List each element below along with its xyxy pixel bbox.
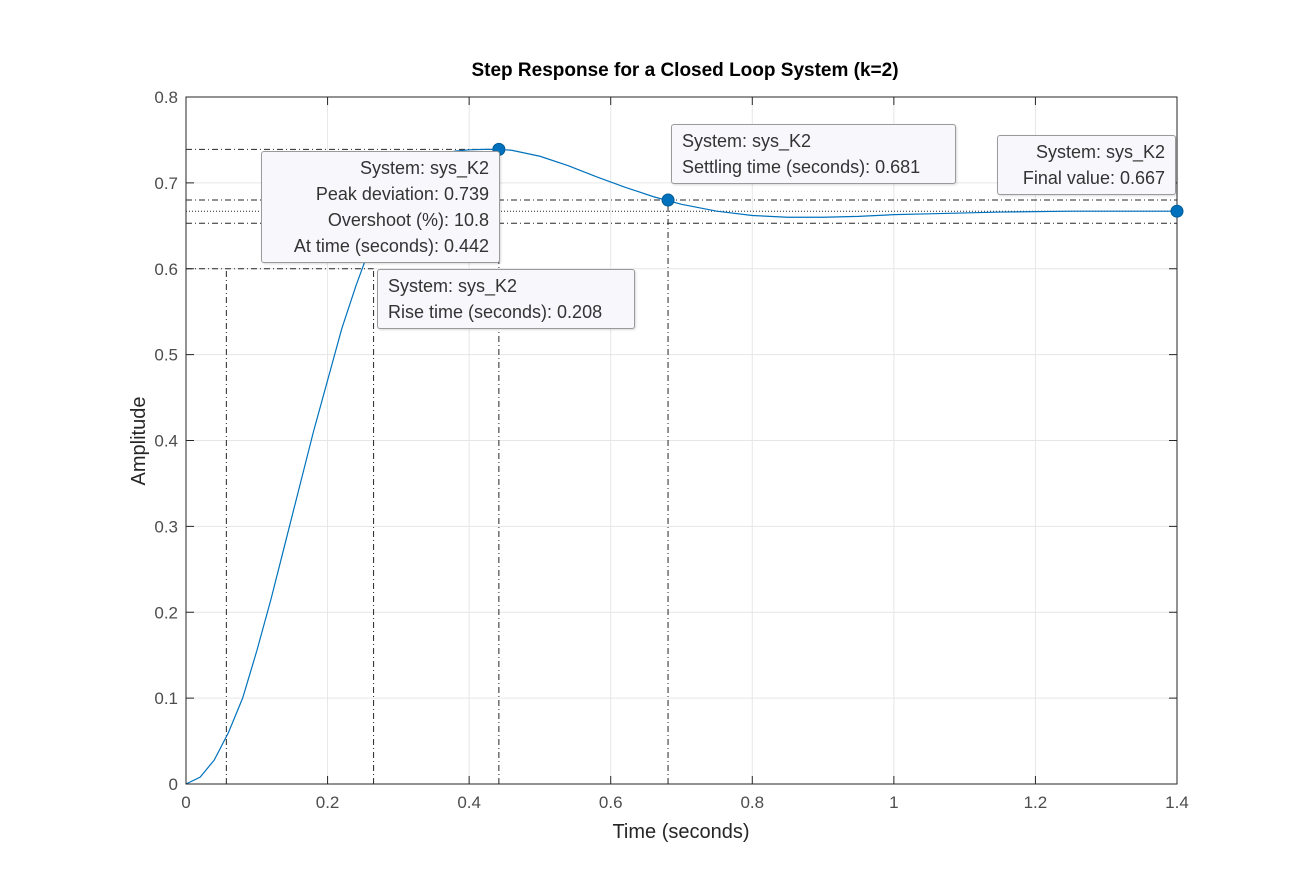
x-tick-label: 1.2 [1024,793,1048,812]
x-tick-label: 0 [181,793,190,812]
datatip-peak-time: At time (seconds): 0.442 [293,236,489,256]
y-tick-label: 0.4 [154,432,178,451]
series-layer [185,148,1177,785]
x-tick-label: 1 [889,793,898,812]
x-tick-label: 0.6 [599,793,623,812]
y-tick-label: 0.6 [154,260,178,279]
x-tick-label: 0.2 [316,793,340,812]
y-tick-label: 0.3 [154,517,178,536]
y-tick-label: 0.1 [154,689,178,708]
datatip-peak-system: System: sys_K2 [359,158,489,178]
series-line-sys-k2 [185,148,1177,785]
settling-marker [661,193,675,207]
plot-box [185,96,1178,785]
final-marker [1170,204,1184,218]
datatip-peak-deviation: Peak deviation: 0.739 [315,184,489,204]
x-tick-label: 0.8 [740,793,764,812]
y-tick-label: 0.7 [154,174,178,193]
x-axis-label: Time (seconds) [612,821,749,843]
datatip-rise-time[interactable]: System: sys_K2 Rise time (seconds): 0.20… [377,269,635,329]
datatip-peak-overshoot: Overshoot (%): 10.8 [327,210,489,230]
y-axis-label: Amplitude [128,397,150,486]
chart-title: Step Response for a Closed Loop System (… [471,60,898,81]
datatip-rise-system: System: sys_K2 [388,276,518,296]
datatip-peak[interactable]: System: sys_K2 Peak deviation: 0.739 Ove… [261,151,500,263]
datatip-settling-value: Settling time (seconds): 0.681 [682,157,921,177]
datatip-final-value[interactable]: System: sys_K2 Final value: 0.667 [997,135,1176,195]
datatip-settling-time[interactable]: System: sys_K2 Settling time (seconds): … [671,124,956,184]
x-tick-label: 0.4 [457,793,481,812]
datatip-settling-system: System: sys_K2 [682,131,812,151]
datatip-final-value-text: Final value: 0.667 [1022,168,1165,188]
y-tick-label: 0.2 [154,603,178,622]
markers [492,142,1184,218]
datatip-rise-value: Rise time (seconds): 0.208 [388,302,603,322]
axes [185,96,1178,785]
datatip-final-system: System: sys_K2 [1035,142,1165,162]
y-tick-label: 0.5 [154,346,178,365]
y-tick-label: 0 [169,775,178,794]
tick-labels: 0 0.2 0.4 0.6 0.8 1 1.2 1.4 0 0.1 0.2 0.3 0.4 0.5 0.6 0… [154,88,1188,812]
x-tick-label: 1.4 [1165,793,1189,812]
y-tick-label: 0.8 [154,88,178,107]
